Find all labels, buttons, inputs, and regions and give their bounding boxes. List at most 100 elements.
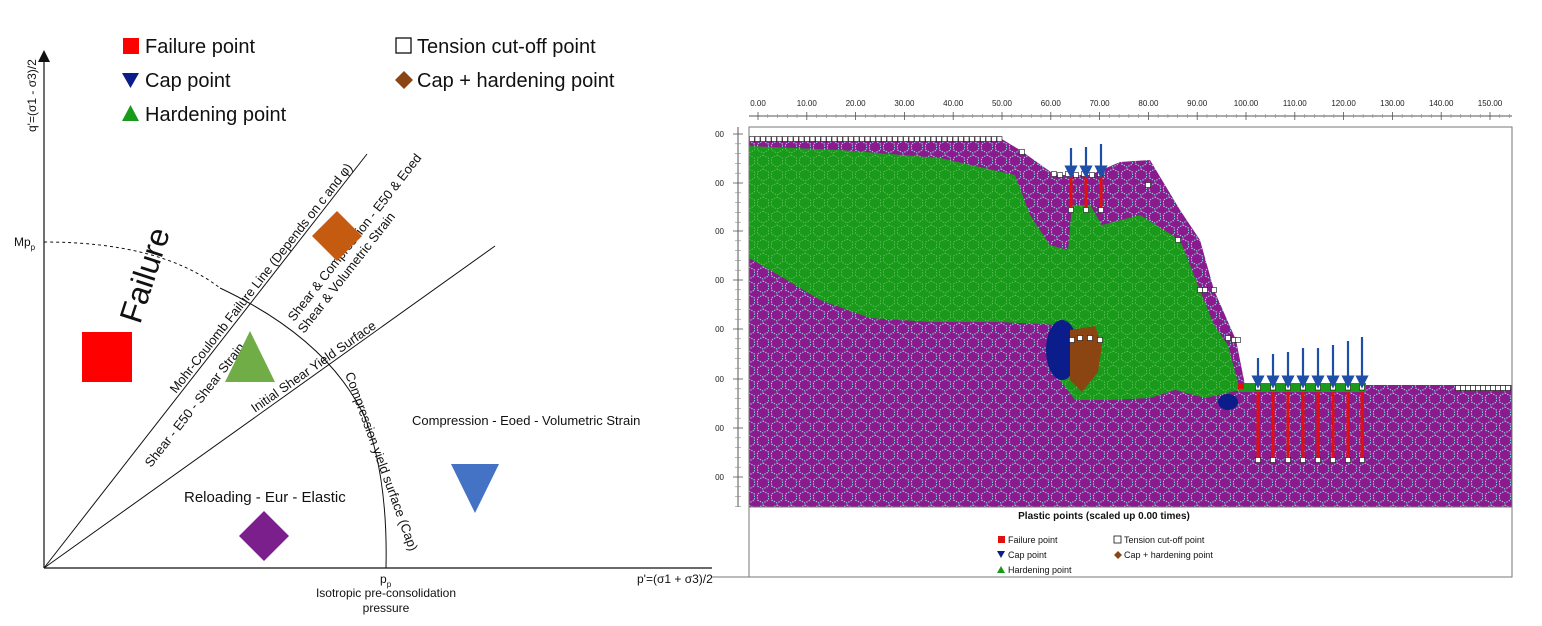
tension-point — [1202, 287, 1208, 293]
tension-point — [804, 136, 810, 142]
tension-point — [1495, 385, 1501, 391]
tension-point — [831, 136, 838, 142]
tension-point — [985, 136, 992, 142]
stress-path-diagram: Failure point Tension cut-off point Cap … — [14, 36, 713, 615]
tension-point — [1455, 385, 1461, 391]
cap-hardening-point-icon — [395, 71, 413, 89]
plot-legend-box — [748, 506, 1513, 578]
cap-hardening-zone — [1070, 326, 1102, 392]
tension-point — [1470, 385, 1476, 391]
tension-point — [782, 136, 788, 142]
pile-head — [1345, 384, 1351, 391]
shear-compression-diamond-marker — [312, 211, 362, 261]
sky-area — [749, 127, 1512, 385]
reloading-diamond-marker — [239, 511, 289, 561]
x-tick-label: 0.00 — [750, 99, 766, 108]
tension-point — [1505, 385, 1511, 391]
tension-point — [1097, 337, 1103, 343]
load-arrows — [1064, 144, 1369, 389]
tension-point — [908, 136, 915, 142]
y-ticks: 00 00 00 00 00 00 00 00 — [715, 130, 743, 507]
mp-dashed-curve — [43, 241, 221, 289]
pile-tip — [1270, 457, 1276, 463]
x-tick-label: 140.00 — [1429, 99, 1454, 108]
tension-point — [864, 136, 871, 142]
legend-failure-label: Failure point — [145, 36, 256, 58]
tension-point — [1081, 171, 1087, 177]
tension-point — [749, 136, 755, 142]
plot-legend-failure: Failure point — [1008, 535, 1058, 545]
x-tick-label: 150.00 — [1478, 99, 1503, 108]
pile-head — [1300, 384, 1306, 391]
tension-point — [1097, 171, 1103, 177]
tension-point — [842, 136, 849, 142]
tension-point — [771, 136, 777, 142]
tension-point — [1175, 237, 1181, 243]
failure-region-label: Failure — [112, 223, 176, 327]
tension-point — [1465, 385, 1471, 391]
x-tick-label: 40.00 — [943, 99, 964, 108]
pile-tip — [1068, 207, 1074, 213]
pile-head — [1285, 384, 1291, 391]
tension-point — [919, 136, 926, 142]
tension-point — [870, 136, 876, 142]
tension-point — [809, 136, 816, 142]
plot-legend-tension: Tension cut-off point — [1124, 535, 1205, 545]
y-tick-label: 00 — [715, 325, 724, 334]
x-tick-label: 10.00 — [797, 99, 818, 108]
tension-point — [1019, 149, 1025, 155]
tension-point — [903, 136, 909, 142]
tension-point — [1475, 385, 1481, 391]
tension-point — [1057, 172, 1063, 178]
cap-point-icon — [122, 73, 139, 88]
cap-zone-toe — [1218, 394, 1238, 410]
hardening-triangle-marker — [225, 331, 275, 382]
tension-point — [1460, 385, 1466, 391]
tension-point — [776, 136, 783, 142]
tension-point — [914, 136, 920, 142]
pile-head — [1255, 384, 1261, 391]
x-tick-label: 90.00 — [1187, 99, 1208, 108]
x-tick-label: 120.00 — [1331, 99, 1356, 108]
y-axis-label: q'=(σ1 - σ3)/2 — [25, 59, 39, 132]
tension-point — [925, 136, 931, 142]
pile-tip — [1083, 207, 1089, 213]
plastic-points-plot: 0.00 10.00 20.00 30.00 40.00 50.00 60.00 70.00 8… — [712, 99, 1513, 578]
failure-square-marker — [82, 332, 132, 382]
x-ticks: 0.00 10.00 20.00 30.00 40.00 50.00 60.00 70.00 8… — [750, 99, 1510, 120]
tension-point — [980, 136, 986, 142]
tension-point — [1065, 171, 1071, 177]
tension-point — [1480, 385, 1486, 391]
tension-point — [1089, 172, 1095, 178]
tension-cutoff-point-icon — [395, 37, 412, 54]
legend-cap-hardening-label: Cap + hardening point — [417, 70, 615, 92]
plot-title: Plastic points (scaled up 0.00 times) — [1018, 511, 1190, 522]
tension-point — [991, 136, 997, 142]
pile-tip — [1300, 457, 1306, 463]
x-tick-label: 70.00 — [1090, 99, 1111, 108]
x-tick-label: 50.00 — [992, 99, 1013, 108]
tension-point — [892, 136, 898, 142]
y-tick-label: 00 — [715, 227, 724, 236]
tension-point — [974, 136, 981, 142]
pile-tip — [1330, 457, 1336, 463]
x-tick-label: 20.00 — [846, 99, 867, 108]
tension-point — [1485, 385, 1491, 391]
failure-point-icon — [998, 536, 1005, 543]
legend-cap-label: Cap point — [145, 70, 231, 92]
tension-point — [1073, 172, 1079, 178]
plot-legend-cap-hardening: Cap + hardening point — [1124, 550, 1213, 560]
tension-point — [881, 136, 887, 142]
tension-point — [793, 136, 799, 142]
diagram-legend: Failure point Tension cut-off point Cap … — [122, 36, 615, 126]
y-tick-label: 00 — [715, 473, 724, 482]
tension-point — [853, 136, 860, 142]
tension-point — [941, 136, 948, 142]
tension-point — [787, 136, 794, 142]
hardening-point-icon — [122, 105, 139, 121]
cap-hardening-point-icon — [1114, 551, 1122, 559]
pp-caption-line2: pressure — [363, 601, 410, 615]
failure-point — [1238, 383, 1244, 389]
pile-tip — [1359, 457, 1365, 463]
cap-triangle-marker — [451, 464, 499, 513]
